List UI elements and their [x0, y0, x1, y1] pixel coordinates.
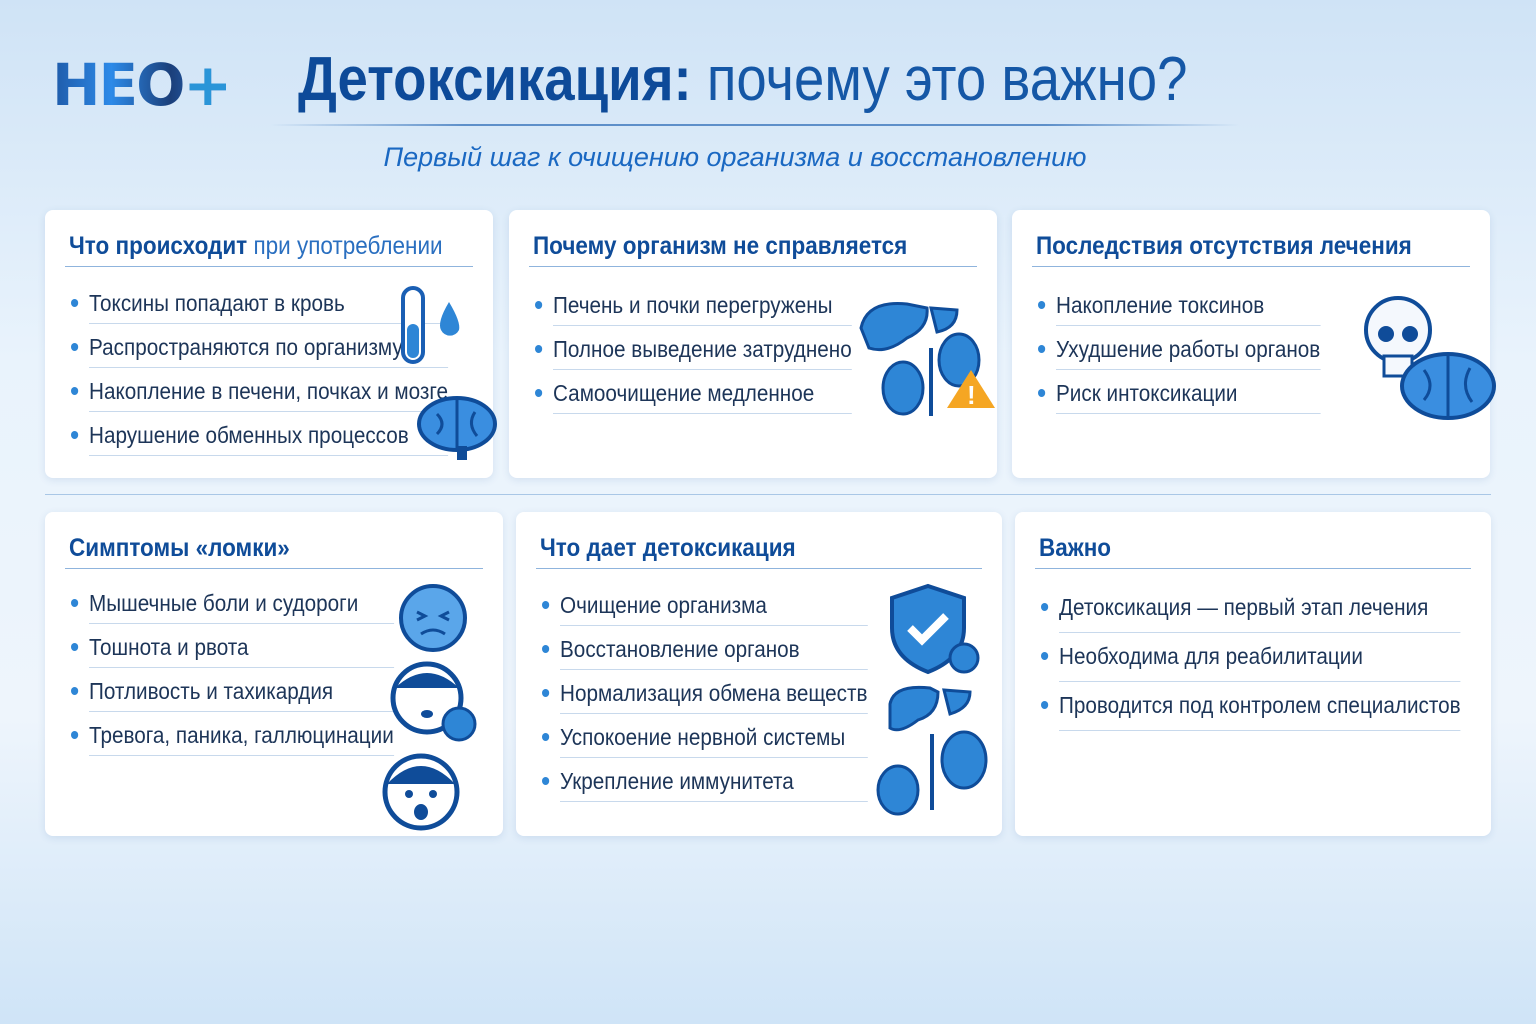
list-item: Мышечные боли и судороги — [71, 584, 394, 628]
card-title: Что происходит при употреблении — [69, 232, 443, 260]
list-item: Детоксикация — первый этап лечения — [1041, 588, 1461, 637]
sick-face-icon — [399, 584, 467, 652]
card-list: Токсины попадают в кровь Распространяютс… — [71, 284, 490, 460]
card-what-happens: Что происходит при употреблении Токсины … — [45, 210, 497, 478]
card-detox-benefits: Что дает детоксикация Очищение организма… — [516, 512, 1002, 836]
list-item: Распространяются по организму — [71, 328, 448, 372]
list-item: Укрепление иммунитета — [542, 762, 868, 806]
test-tube-icon — [401, 286, 460, 364]
list-item: Проводится под контролем специалистов — [1041, 686, 1461, 735]
list-item: Очищение организма — [542, 586, 868, 630]
svg-text:!: ! — [967, 380, 976, 410]
card-withdrawal-symptoms: Симптомы «ломки» Мышечные боли и судорог… — [45, 512, 503, 836]
list-item: Необходима для реабилитации — [1041, 637, 1461, 686]
liver-kidneys-icon — [876, 685, 988, 816]
list-item: Накопление в печени, почках и мозге — [71, 372, 448, 416]
list-item: Накопление токсинов — [1038, 286, 1321, 330]
list-item: Нормализация обмена веществ — [542, 674, 868, 718]
list-item: Тошнота и рвота — [71, 628, 394, 672]
card-why-body-fails: Почему организм не справляется Печень и … — [509, 210, 997, 478]
skull-icon — [1364, 296, 1432, 378]
card-title: Последствия отсутствия лечения — [1036, 232, 1412, 260]
brain-icon — [1400, 352, 1496, 420]
list-item: Нарушение обменных процессов — [71, 416, 448, 460]
sweating-face-icon — [390, 661, 477, 742]
list-item: Потливость и тахикардия — [71, 672, 394, 716]
list-item: Восстановление органов — [542, 630, 868, 674]
list-item: Токсины попадают в кровь — [71, 284, 448, 328]
shield-check-icon — [890, 583, 980, 675]
card-important: Важно Детоксикация — первый этап лечения… — [1015, 512, 1491, 836]
anxious-face-icon — [382, 753, 460, 831]
card-list: Мышечные боли и судороги Тошнота и рвота… — [71, 584, 430, 760]
list-item: Печень и почки перегружены — [535, 286, 852, 330]
list-item: Успокоение нервной системы — [542, 718, 868, 762]
divider — [529, 266, 977, 267]
list-item: Самоочищение медленное — [535, 374, 852, 418]
section-divider — [45, 494, 1491, 495]
card-title: Важно — [1039, 534, 1112, 562]
divider — [536, 568, 982, 569]
divider — [1032, 266, 1470, 267]
liver-kidneys-icon: ! — [859, 302, 995, 416]
brain-icon — [417, 396, 497, 460]
card-title: Симптомы «ломки» — [69, 534, 290, 562]
logo: НЕО+ — [52, 51, 232, 119]
divider — [65, 568, 483, 569]
card-title: Что дает детоксикация — [540, 534, 796, 562]
title-underline — [270, 124, 1240, 126]
list-item: Полное выведение затруднено — [535, 330, 852, 374]
card-list: Очищение организма Восстановление органо… — [542, 586, 904, 806]
page-title: Детоксикация: почему это важно? — [298, 45, 1188, 114]
list-item: Ухудшение работы органов — [1038, 330, 1320, 374]
list-item: Риск интоксикации — [1038, 374, 1321, 418]
card-title: Почему организм не справляется — [533, 232, 908, 260]
divider — [65, 266, 473, 267]
page-subtitle: Первый шаг к очищению организма и восста… — [383, 142, 1087, 172]
card-list: Накопление токсинов Ухудшение работы орг… — [1038, 286, 1352, 418]
card-list: Печень и почки перегружены Полное выведе… — [535, 286, 887, 418]
list-item: Тревога, паника, галлюцинации — [71, 716, 394, 760]
card-list: Детоксикация — первый этап лечения Необх… — [1041, 588, 1507, 735]
card-consequences: Последствия отсутствия лечения Накоплени… — [1012, 210, 1496, 478]
divider — [1035, 568, 1471, 569]
